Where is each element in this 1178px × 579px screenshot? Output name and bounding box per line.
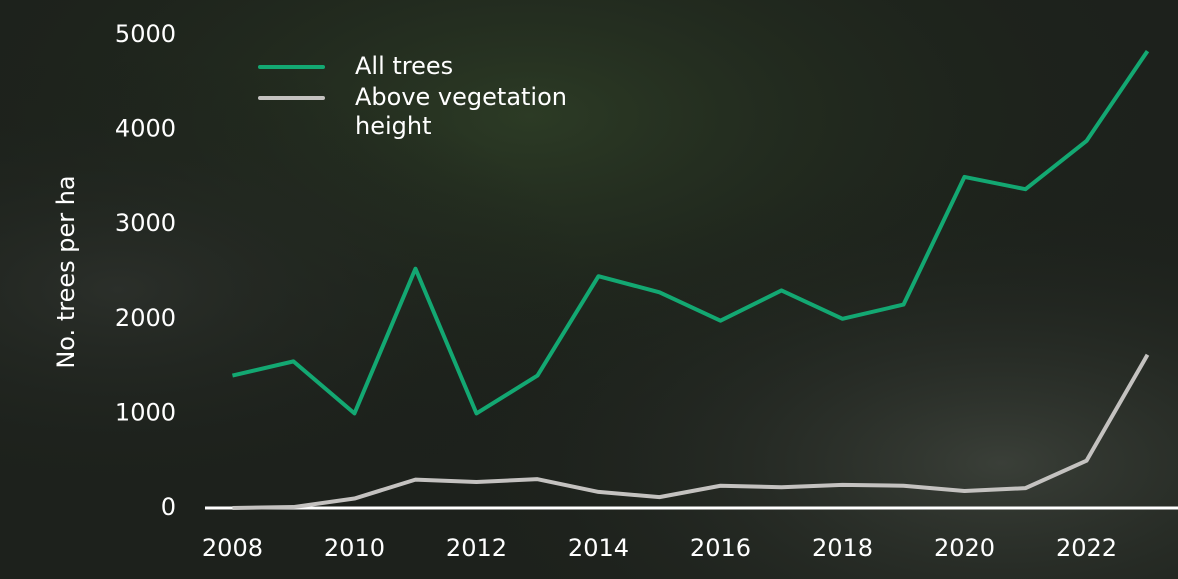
y-tick-label: 0 xyxy=(161,493,176,521)
x-tick-label: 2012 xyxy=(446,534,507,562)
y-axis-title: No. trees per ha xyxy=(52,175,80,368)
legend-swatch xyxy=(258,65,325,69)
x-tick-label: 2008 xyxy=(202,534,263,562)
x-tick-label: 2010 xyxy=(324,534,385,562)
y-tick-label: 5000 xyxy=(115,20,176,48)
legend-swatch xyxy=(258,96,325,100)
legend-label: Above vegetation height xyxy=(355,83,635,141)
y-tick-label: 3000 xyxy=(115,209,176,237)
legend-item: All trees xyxy=(258,52,635,81)
y-tick-label: 1000 xyxy=(115,398,176,426)
x-tick-label: 2022 xyxy=(1056,534,1117,562)
legend-label: All trees xyxy=(355,52,635,81)
x-tick-label: 2018 xyxy=(812,534,873,562)
legend-item: Above vegetation height xyxy=(258,83,635,141)
chart-page: No. trees per ha 0 1000 2000 3000 4000 5000 20… xyxy=(0,0,1178,579)
x-tick-label: 2016 xyxy=(690,534,751,562)
x-tick-label: 2014 xyxy=(568,534,629,562)
y-tick-label: 4000 xyxy=(115,115,176,143)
x-tick-label: 2020 xyxy=(934,534,995,562)
y-tick-label: 2000 xyxy=(115,304,176,332)
